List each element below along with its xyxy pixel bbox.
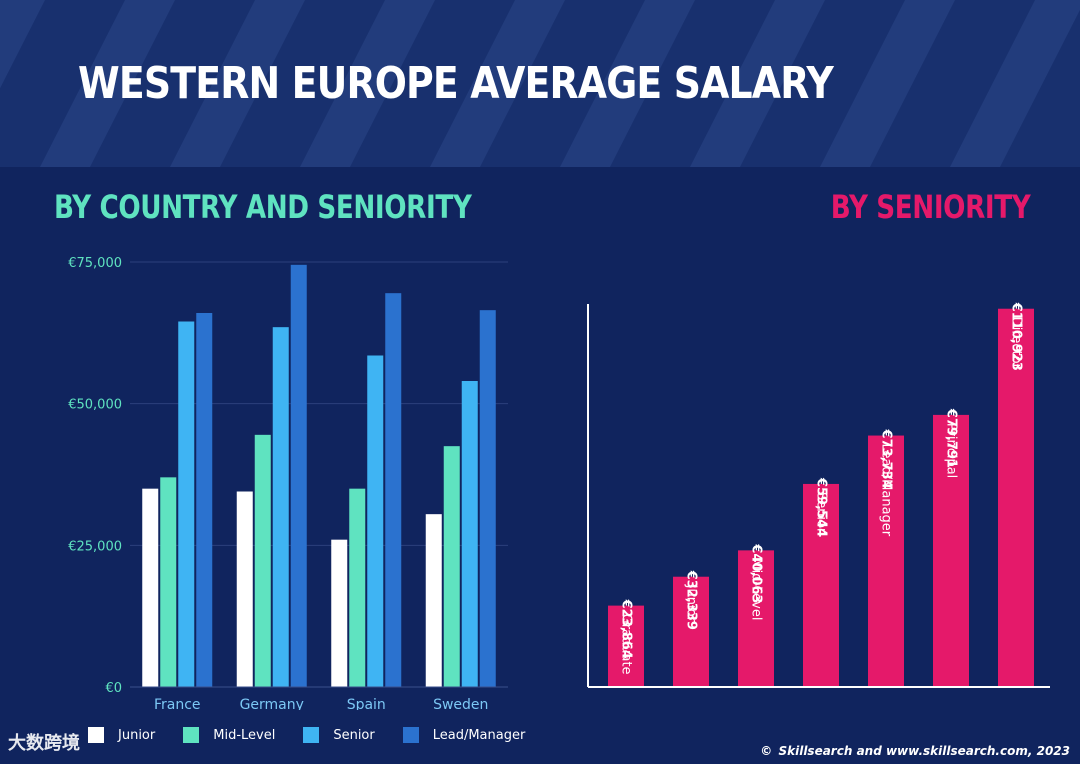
bar-sweden-lead-manager (479, 310, 496, 687)
data-label: €110,923 (1009, 302, 1024, 371)
legend-item-senior: Senior (303, 727, 375, 743)
bar-france-senior (178, 321, 195, 687)
data-label: €40,063 (749, 543, 764, 603)
category-label: Graduate (619, 614, 634, 675)
seniority-chart-title: BY SENIORITY (830, 188, 1030, 226)
category-label: Mid-Level (749, 558, 764, 620)
legend-item-lead-manager: Lead/Manager (402, 727, 526, 743)
legend-label-lead-manager: Lead/Manager (432, 727, 526, 743)
bar-sweden-senior (461, 381, 478, 687)
category-label: Lead/Manager (879, 444, 894, 537)
bar-sweden-mid-level (443, 446, 460, 687)
legend-item-junior: Junior (88, 727, 155, 743)
page-title: WESTERN EUROPE AVERAGE SALARY (78, 58, 834, 109)
legend-swatch-senior (303, 727, 320, 743)
bar-director (998, 308, 1034, 686)
legend-swatch-junior (88, 727, 104, 743)
legend-label-mid-level: Mid-Level (213, 727, 276, 743)
category-label: Director (1009, 317, 1024, 370)
y-tick-label: €25,000 (68, 539, 122, 554)
source-credit-text: Skillsearch and www.skillsearch.com, 202… (778, 744, 1070, 758)
x-category-label: Spain (347, 697, 386, 710)
legend-swatch-lead-manager (402, 727, 419, 743)
category-label: Principal (944, 423, 959, 478)
copyright-symbol: © (760, 744, 773, 758)
bar-france-lead-manager (196, 313, 213, 687)
data-label: €59,544 (814, 477, 829, 537)
bar-spain-mid-level (349, 488, 366, 687)
bar-lead-manager (868, 435, 904, 686)
country-chart-title: BY COUNTRY AND SENIORITY (54, 188, 472, 226)
legend-item-mid-level: Mid-Level (183, 727, 275, 743)
watermark-logo: 大数跨境 (8, 733, 80, 754)
bar-sweden-junior (425, 514, 442, 687)
data-label: €73,734 (879, 429, 894, 489)
chart-legend: Junior Mid-Level Senior Lead/Manager (88, 727, 553, 743)
source-credit: © Skillsearch and www.skillsearch.com, 2… (760, 744, 1070, 758)
bar-germany-lead-manager (290, 264, 307, 687)
bar-spain-lead-manager (385, 293, 402, 687)
category-label: Senior (814, 492, 829, 534)
x-category-label: Germany (240, 697, 304, 710)
x-category-label: France (154, 697, 201, 710)
legend-label-senior: Senior (333, 727, 375, 743)
bar-senior (803, 483, 839, 686)
bar-germany-mid-level (254, 434, 271, 687)
x-category-label: Sweden (433, 697, 488, 710)
bar-spain-junior (331, 539, 348, 687)
bar-germany-junior (236, 491, 253, 687)
bar-france-junior (142, 488, 159, 687)
legend-label-junior: Junior (118, 727, 156, 743)
legend-swatch-mid-level (183, 727, 200, 743)
bar-principal (933, 414, 969, 686)
bar-junior (673, 576, 709, 686)
bar-graduate (608, 605, 644, 686)
y-tick-label: €0 (105, 681, 122, 696)
data-label: €79,791 (944, 408, 959, 468)
data-label: €23,864 (619, 599, 634, 659)
bar-spain-senior (367, 355, 384, 687)
diagonal-stripes-decoration (0, 0, 1080, 167)
bar-france-mid-level (160, 477, 177, 687)
bar-germany-senior (272, 327, 289, 687)
y-tick-label: €75,000 (68, 256, 122, 271)
country-seniority-chart: €0 €25,000 €50,000 €75,000 France Germany Spai… (68, 256, 508, 710)
bar-mid-level (738, 550, 774, 686)
y-tick-label: €50,000 (68, 398, 122, 413)
category-label: Junior (684, 584, 699, 623)
header-banner: WESTERN EUROPE AVERAGE SALARY (0, 0, 1080, 167)
data-label: €32,339 (684, 570, 699, 630)
